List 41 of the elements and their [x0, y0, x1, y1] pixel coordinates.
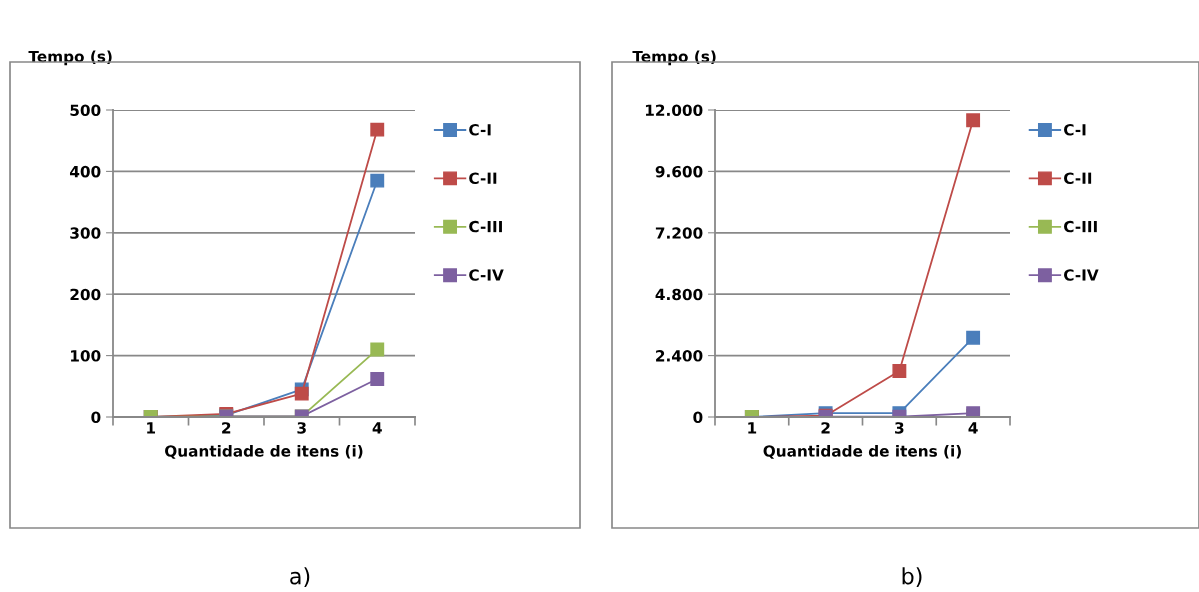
y-tick-label: 7.200: [655, 227, 703, 239]
point: [966, 330, 981, 345]
legend-label: C-III: [1064, 220, 1097, 233]
x-axis-title: Quantidade de itens (i): [165, 444, 363, 459]
legend-label: C-IV: [469, 269, 504, 281]
legend-label: C-II: [1064, 172, 1092, 184]
point: [370, 342, 385, 357]
y-tick-label: 100: [71, 350, 101, 362]
text: a): [290, 567, 310, 588]
y-tick-label: 300: [70, 227, 101, 239]
point: [294, 386, 309, 401]
point: [966, 113, 981, 128]
x-tick-label: 1: [147, 422, 156, 434]
point: [370, 371, 385, 386]
x-tick-label: 4: [372, 422, 382, 434]
legend-label: C-III: [469, 220, 502, 233]
point: [370, 122, 385, 137]
point: [370, 173, 385, 188]
text: b): [902, 567, 922, 588]
x-tick-label: 1: [748, 422, 757, 434]
x-tick-label: 3: [297, 422, 306, 434]
y-tick-label: 2.400: [656, 350, 703, 362]
y-tick-label: 0: [693, 411, 703, 424]
legend-label: C-I: [1064, 124, 1086, 136]
y-axis-title: Tempo (s): [28, 50, 112, 66]
x-tick-label: 4: [968, 422, 978, 434]
legend-label: C-II: [469, 172, 497, 184]
x-tick-label: 3: [895, 422, 904, 434]
y-tick-label: 9.600: [655, 165, 703, 178]
legend-label: C-I: [469, 124, 491, 136]
y-tick-label: 0: [91, 411, 101, 424]
legend-label: C-IV: [1064, 269, 1099, 281]
y-tick-label: 4.800: [655, 288, 703, 301]
x-tick-label: 2: [821, 422, 830, 434]
x-axis-title: Quantidade de itens (i): [763, 444, 961, 459]
y-axis-title: Tempo (s): [632, 50, 716, 66]
y-tick-label: 200: [70, 288, 101, 301]
y-tick-label: 400: [69, 165, 101, 178]
y-tick-label: 500: [70, 104, 101, 117]
x-tick-label: 2: [222, 422, 231, 434]
y-tick-label: 12.000: [645, 104, 703, 117]
